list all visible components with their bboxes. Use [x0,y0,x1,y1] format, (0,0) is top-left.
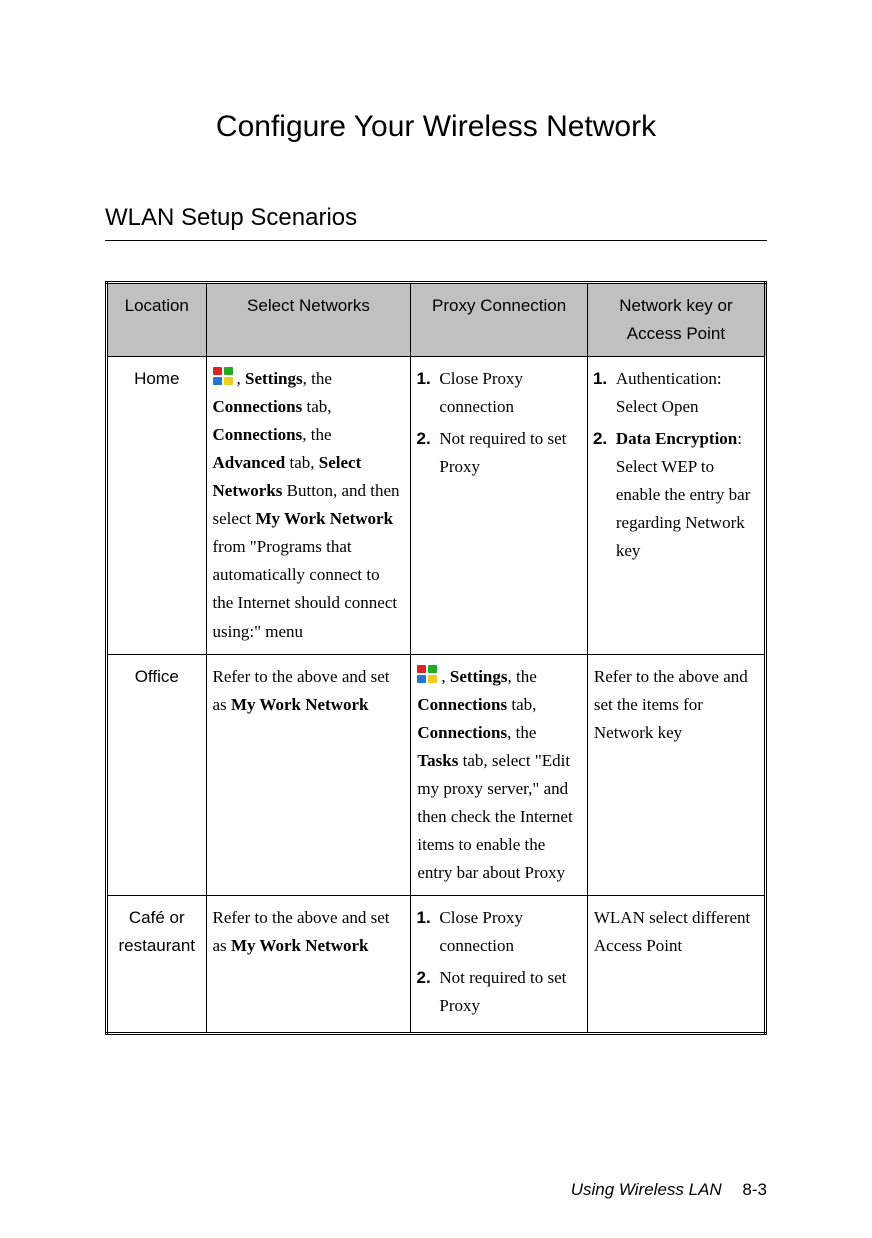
page-root: Configure Your Wireless Network WLAN Set… [0,0,872,1238]
page-footer: Using Wireless LAN 8-3 [571,1180,767,1200]
text: , [441,667,450,686]
header-proxy-connection: Proxy Connection [411,283,587,357]
list-item: Close Proxy connection [435,904,580,960]
cell-netkey-office: Refer to the above and set the items for… [587,654,765,895]
cell-select-cafe: Refer to the above and set as My Work Ne… [206,895,411,1033]
text-bold: Connections [213,425,303,444]
cell-proxy-office: , Settings, the Connections tab, Connect… [411,654,587,895]
text-bold: Tasks [417,751,458,770]
text: tab, [285,453,319,472]
proxy-list-cafe: Close Proxy connection Not required to s… [417,904,580,1020]
text-bold: Connections [417,695,507,714]
cell-location-cafe: Café or restaurant [107,895,207,1033]
text: , the [302,425,331,444]
text-bold: Settings [450,667,508,686]
wlan-scenarios-table: Location Select Networks Proxy Connectio… [105,281,767,1035]
windows-start-icon [213,367,235,387]
page-title: Configure Your Wireless Network [105,110,767,144]
text: tab, [302,397,331,416]
proxy-list-home: Close Proxy connection Not required to s… [417,365,580,481]
text-bold: Settings [245,369,303,388]
list-item: Data Encryption: Select WEP to enable th… [612,425,758,565]
list-item: Not required to set Proxy [435,964,580,1020]
header-network-key: Network key or Access Point [587,283,765,357]
list-item: Authentication: Select Open [612,365,758,421]
windows-start-icon [417,665,439,685]
cell-select-office: Refer to the above and set as My Work Ne… [206,654,411,895]
list-item: Close Proxy connection [435,365,580,421]
cell-proxy-cafe: Close Proxy connection Not required to s… [411,895,587,1033]
header-select-networks: Select Networks [206,283,411,357]
footer-section: Using Wireless LAN [571,1180,722,1199]
text-bold: Data Encryption [616,429,737,448]
text-bold: My Work Network [255,509,393,528]
text: : Select WEP to enable the entry bar reg… [616,429,751,560]
cell-netkey-cafe: WLAN select different Access Point [587,895,765,1033]
table-row: Home , Settings, the Connections tab, Co… [107,357,766,654]
list-item: Not required to set Proxy [435,425,580,481]
text: , the [508,667,537,686]
text-bold: Advanced [213,453,286,472]
text-bold: Connections [213,397,303,416]
text: tab, select "Edit my proxy server," and … [417,751,572,882]
cell-location-office: Office [107,654,207,895]
table-header-row: Location Select Networks Proxy Connectio… [107,283,766,357]
header-location: Location [107,283,207,357]
text-bold: My Work Network [231,936,369,955]
cell-netkey-home: Authentication: Select Open Data Encrypt… [587,357,765,654]
footer-page-number: 8-3 [742,1180,767,1199]
text-bold: Connections [417,723,507,742]
cell-location-home: Home [107,357,207,654]
cell-proxy-home: Close Proxy connection Not required to s… [411,357,587,654]
cell-select-home: , Settings, the Connections tab, Connect… [206,357,411,654]
text: , the [507,723,536,742]
section-subtitle: WLAN Setup Scenarios [105,204,767,232]
text: , the [303,369,332,388]
text: tab, [507,695,536,714]
table-row: Office Refer to the above and set as My … [107,654,766,895]
text-bold: My Work Network [231,695,369,714]
netkey-list-home: Authentication: Select Open Data Encrypt… [594,365,758,565]
table-row: Café or restaurant Refer to the above an… [107,895,766,1033]
text: , [237,369,246,388]
subtitle-underline [105,240,767,241]
text: from "Programs that automatically connec… [213,537,398,640]
